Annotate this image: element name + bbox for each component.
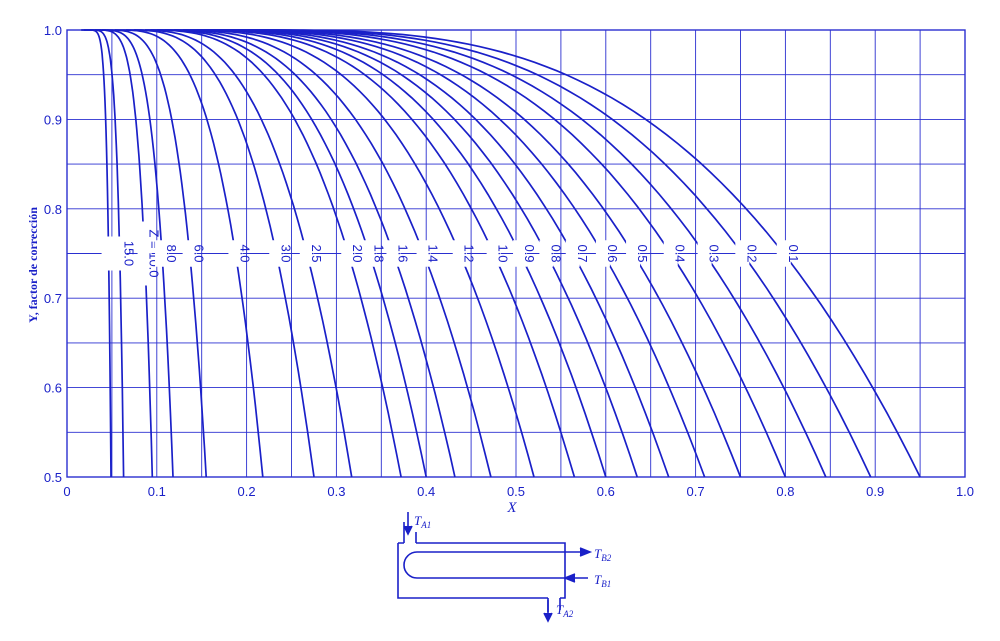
curve-label-z-0.7: 0.7 [575,244,590,262]
x-tick-label: 0.9 [866,484,884,499]
curve-z-2.0 [145,29,402,478]
label-tb2: TB2 [594,546,612,563]
arrow-ta2-head [543,612,553,623]
x-tick-label: 0.2 [238,484,256,499]
x-tick-label: 0.5 [507,484,525,499]
y-tick-label: 1.0 [44,23,62,38]
curve-label-bg [565,240,580,267]
curve-label-bg [416,240,431,267]
curve-label-bg [776,240,791,267]
curve-label-z-1.4: 1.4 [426,244,441,262]
curve-label-z-0.3: 0.3 [707,244,722,262]
x-tick-label: 0.6 [597,484,615,499]
curve-label-z-2.0: 2.0 [350,244,365,262]
curve-z-4.0 [114,29,264,478]
x-tick-label: 0.7 [687,484,705,499]
curve-z-1.4 [164,29,492,478]
y-axis-title: Y, factor de corrección [26,207,40,323]
arrow-tb2-head [579,547,593,557]
shell-outline [397,542,566,599]
curve-label-z-2.5: 2.5 [309,244,324,262]
curve-label-z-0.9: 0.9 [522,244,537,262]
curve-label-bg [269,240,284,267]
curve-label-z-0.4: 0.4 [673,244,688,262]
chart-grid [66,29,966,478]
curve-labels: 20.015.0Z = 10.08.06.04.03.02.52.01.81.6… [101,221,801,286]
curve-label-z-0.8: 0.8 [548,244,563,262]
curve-z-1.6 [156,29,456,478]
curve-label-bg [182,240,197,267]
curve-label-bg [228,240,243,267]
exchanger-diagram [397,512,593,623]
curve-label-bg [663,240,678,267]
curve-label-z-1.0: 1.0 [496,244,511,262]
curve-label-bg [155,240,170,267]
curve-label-z-4.0: 4.0 [237,244,252,262]
axis-ticks: 0 0.1 0.2 0.3 0.4 0.5 0.6 0.7 0.8 0.9 1.0 0.5 0.6 0.7… [44,23,974,499]
curve-label-z-1.6: 1.6 [395,244,410,262]
x-tick-label: 0.4 [417,484,435,499]
arrow-ta1-head [403,525,413,536]
curve-label-z-15.0: 15.0 [122,241,137,266]
curve-label-z-0.5: 0.5 [635,244,650,262]
curve-label-bg [697,240,712,267]
x-tick-label: 0 [63,484,70,499]
curve-label-z-6.0: 6.0 [192,244,207,262]
curve-z-1.8 [150,29,428,478]
curve-z-0.5 [219,29,742,478]
x-tick-label: 0.1 [148,484,166,499]
curve-z-1.2 [174,29,535,478]
curve-label-z-0.6: 0.6 [605,244,620,262]
y-tick-label: 0.6 [44,381,62,396]
curve-label-z-1.8: 1.8 [371,244,386,262]
curve-label-bg [452,240,467,267]
curve-label-bg [626,240,641,267]
y-tick-label: 0.7 [44,291,62,306]
y-tick-label: 0.5 [44,470,62,485]
y-tick-label: 0.9 [44,112,62,127]
curve-label-z-8.0: 8.0 [164,244,179,262]
curve-z-3.0 [125,29,315,478]
x-tick-label: 0.8 [776,484,794,499]
curve-label-bg [735,240,750,267]
tube-bundle [403,551,588,579]
x-axis-title: X [506,500,517,516]
chart-curves [81,29,921,478]
curve-z-0.1 [259,29,921,478]
x-tick-label: 1.0 [956,484,974,499]
curve-label-bg [486,240,501,267]
curve-label-bg [539,240,554,267]
arrow-tb1-head [562,573,576,583]
label-ta1: TA1 [414,513,431,530]
curve-label-z-3.0: 3.0 [278,244,293,262]
curve-label-z-0.1: 0.1 [786,244,801,262]
curve-z-2.5 [134,29,353,478]
curve-label-z-0.2: 0.2 [744,244,759,262]
curve-label-bg [362,240,377,267]
curve-label-bg [513,240,528,267]
curve-label-bg [299,240,314,267]
shell-inlet-pipe [403,522,417,543]
curve-label-bg [101,236,116,271]
label-tb1: TB1 [594,572,611,589]
curve-label-bg [112,236,127,271]
curve-label-bg [386,240,401,267]
curve-label-bg [137,221,152,286]
curve-label-bg [341,240,356,267]
curve-label-bg [595,240,610,267]
label-ta2: TA2 [556,602,574,619]
curve-label-z-1.2: 1.2 [462,244,477,262]
x-tick-label: 0.3 [327,484,345,499]
y-tick-label: 0.8 [44,202,62,217]
